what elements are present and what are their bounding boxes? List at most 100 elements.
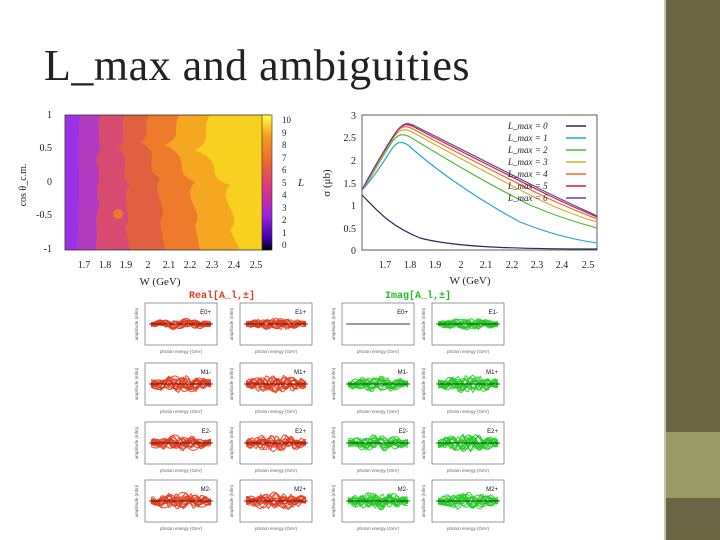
heatmap-ytick: 0 — [47, 177, 52, 188]
multipole-panel: M2- photon energy (GeV) amplitude (mfm) — [134, 479, 218, 531]
multipole-ylabel: amplitude (mfm) — [134, 484, 139, 517]
multipole-curve — [245, 380, 307, 388]
heatmap-ytick: 1 — [47, 110, 52, 121]
slide-title: L_max and ambiguities — [44, 41, 470, 90]
multipole-panel: E1+ photon energy (GeV) amplitude (mfm) — [229, 302, 313, 354]
multipole-panel: E2+ photon energy (GeV) amplitude (mfm) — [229, 421, 313, 473]
multipole-panel-label: M1- — [201, 370, 211, 376]
multipole-curve — [437, 436, 499, 450]
cross-section-panel: 3 2.5 2 1.5 1 0.5 0 σ (μb) 1.7 1.8 1.9 2… — [321, 111, 598, 287]
cs-curve-lmax1 — [361, 141, 598, 244]
multipole-curve — [150, 376, 212, 392]
cs-curve-lmax6 — [361, 123, 598, 217]
cs-ylabel: σ (μb) — [321, 169, 333, 197]
multipole-curve — [437, 434, 499, 451]
multipole-curve — [437, 497, 499, 505]
side-bar-rule — [664, 0, 666, 540]
multipole-panel: M1- photon energy (GeV) amplitude (mfm) — [134, 362, 218, 414]
colorbar-tick: 6 — [282, 165, 287, 175]
cs-curve-lmax0 — [361, 194, 598, 250]
multipole-curve-bundle — [437, 374, 499, 394]
multipole-ylabel: amplitude (mfm) — [134, 307, 139, 340]
multipole-panel: M1+ photon energy (GeV) amplitude (mfm) — [229, 362, 313, 414]
multipole-ylabel: amplitude (mfm) — [331, 426, 336, 459]
multipole-curve — [245, 374, 307, 394]
heatmap-xtick: 2.4 — [228, 260, 241, 271]
multipole-curve — [437, 318, 499, 330]
multipole-xlabel: photon energy (GeV) — [255, 468, 298, 473]
colorbar-ticks: 10 9 8 7 6 5 4 3 2 1 0 — [282, 115, 292, 250]
multipole-curve — [245, 317, 307, 331]
multipole-ylabel: amplitude (mfm) — [421, 307, 426, 340]
heatmap-spot — [113, 209, 123, 219]
multipole-curve — [347, 437, 409, 449]
cross-section-xticks: 1.7 1.8 1.9 2 2.1 2.2 2.3 2.4 2.5 — [379, 260, 595, 271]
cs-xtick: 2.5 — [582, 260, 595, 271]
cs-xtick: 1.8 — [404, 260, 417, 271]
multipole-panel-label: E2- — [202, 429, 211, 435]
multipole-curve-bundle — [437, 491, 499, 510]
cs-ytick: 1.5 — [344, 179, 357, 190]
multipole-curve — [245, 376, 307, 392]
multipole-xlabel: photon energy (GeV) — [357, 526, 400, 531]
cs-ytick: 2 — [351, 156, 356, 167]
colorbar-tick: 4 — [282, 190, 287, 200]
heatmap-xticks: 1.7 1.8 1.9 2 2.1 2.2 2.3 2.4 2.5 — [78, 260, 263, 271]
cs-ytick: 1 — [351, 201, 356, 212]
heatmap-xlabel: W (GeV) — [139, 276, 180, 288]
multipole-curve — [437, 440, 499, 446]
multipole-panel-label: M2+ — [486, 487, 498, 493]
cs-ytick: 0 — [351, 246, 356, 257]
multipole-curve — [245, 381, 307, 387]
multipole-curve-bundle — [347, 375, 409, 393]
multipole-curve — [150, 378, 212, 390]
multipole-panel-label: M1- — [398, 370, 408, 376]
cs-legend-label: L_max = 2 — [507, 145, 548, 155]
multipole-curve — [437, 494, 499, 509]
cs-legend-label: L_max = 6 — [507, 193, 548, 203]
multipole-panel: E0+ photon energy (GeV) amplitude (mfm) — [134, 302, 218, 354]
multipole-ylabel: amplitude (mfm) — [421, 367, 426, 400]
multipole-curve — [150, 491, 212, 509]
multipole-curve — [245, 497, 307, 505]
multipole-ylabel: amplitude (mfm) — [421, 484, 426, 517]
multipole-panel-label: M1+ — [294, 370, 306, 376]
cs-xtick: 1.7 — [379, 260, 392, 271]
heatmap-xtick: 2.2 — [184, 260, 197, 271]
decorative-side-bar — [664, 0, 720, 540]
cs-legend: L_max = 0 L_max = 1 L_max = 2 L_max = 3 … — [507, 121, 586, 203]
multipole-curve — [347, 376, 409, 392]
multipole-curve-bundle — [245, 317, 307, 331]
multipole-curve — [150, 434, 212, 451]
heatmap-colorbar — [261, 114, 273, 251]
cs-legend-label: L_max = 5 — [507, 181, 548, 191]
colorbar-label: L — [297, 177, 304, 189]
multipole-panel-label: E1- — [489, 310, 498, 316]
multipole-curve — [150, 437, 212, 449]
heatmap-xtick: 1.9 — [120, 260, 133, 271]
multipole-xlabel: photon energy (GeV) — [447, 349, 490, 354]
multipole-curve — [245, 493, 307, 509]
multipole-panel-label: E2- — [399, 429, 408, 435]
multipole-panel: E2+ photon energy (GeV) amplitude (mfm) — [421, 421, 505, 473]
cs-legend-label: L_max = 0 — [507, 121, 548, 131]
multipole-curve — [150, 376, 212, 393]
multipole-xlabel: photon energy (GeV) — [447, 409, 490, 414]
multipole-curve — [347, 498, 409, 504]
multipole-panel-label: E1+ — [295, 310, 306, 316]
multipole-panel: E0+ photon energy (GeV) amplitude (mfm) — [331, 302, 415, 354]
multipole-panel: M2+ photon energy (GeV) amplitude (mfm) — [421, 479, 505, 531]
cs-xtick: 2.4 — [556, 260, 569, 271]
multipole-panel-label: M2+ — [294, 487, 306, 493]
multipole-xlabel: photon energy (GeV) — [357, 468, 400, 473]
multipole-panels: E0+photon energy (GeV)amplitude (mfm) E1+… — [134, 302, 505, 531]
multipole-curve — [437, 496, 499, 506]
multipole-curve — [347, 492, 409, 511]
multipole-curve-bundle — [150, 317, 212, 331]
colorbar-tick: 10 — [282, 115, 292, 125]
side-bar-bottom — [666, 498, 720, 540]
multipole-xlabel: photon energy (GeV) — [357, 409, 400, 414]
heatmap-xtick: 1.8 — [99, 260, 112, 271]
heatmap-band-1 — [65, 115, 80, 250]
